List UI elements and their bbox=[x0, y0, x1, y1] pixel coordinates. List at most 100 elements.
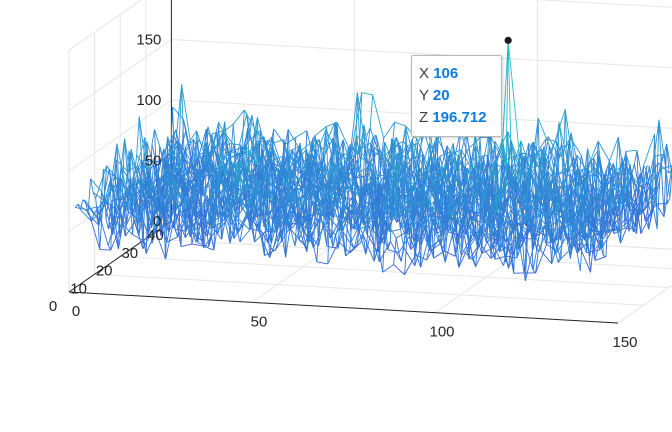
mesh-line bbox=[217, 196, 230, 234]
mesh-line bbox=[187, 201, 199, 218]
mesh-line bbox=[508, 144, 512, 164]
mesh-line bbox=[261, 231, 265, 256]
mesh-line bbox=[620, 181, 625, 216]
mesh-line bbox=[472, 260, 477, 267]
mesh-line bbox=[453, 215, 465, 228]
mesh-line bbox=[184, 207, 197, 243]
mesh-line bbox=[518, 209, 531, 221]
datatip-box[interactable]: X 106 Y 20 Z 196.712 bbox=[411, 55, 502, 137]
mesh-line bbox=[351, 241, 355, 249]
mesh-line bbox=[628, 214, 632, 232]
mesh-line bbox=[357, 189, 361, 221]
mesh-line bbox=[343, 170, 348, 182]
mesh-line bbox=[564, 187, 568, 203]
mesh-line bbox=[340, 210, 353, 232]
mesh-line bbox=[363, 124, 376, 191]
mesh-line bbox=[99, 249, 111, 251]
mesh-line bbox=[294, 205, 307, 246]
mesh-line bbox=[555, 195, 560, 211]
mesh-line bbox=[301, 140, 313, 152]
mesh-line bbox=[614, 172, 619, 203]
mesh-line bbox=[625, 201, 630, 232]
datatip-x-value: 106 bbox=[433, 65, 459, 82]
mesh-line bbox=[116, 143, 120, 203]
mesh-line bbox=[617, 172, 621, 244]
mesh-line bbox=[435, 189, 440, 201]
mesh-line bbox=[433, 220, 446, 263]
mesh-line bbox=[431, 219, 435, 227]
mesh-line bbox=[527, 204, 531, 226]
mesh-line bbox=[611, 174, 624, 200]
mesh-line bbox=[115, 189, 128, 227]
mesh-line bbox=[588, 192, 593, 217]
mesh-line bbox=[367, 127, 371, 149]
mesh-line bbox=[132, 234, 144, 242]
mesh-line bbox=[198, 216, 210, 229]
mesh-line bbox=[470, 183, 474, 218]
mesh-line bbox=[505, 255, 510, 269]
mesh-line bbox=[414, 143, 418, 172]
grid-line bbox=[94, 273, 644, 306]
mesh-line bbox=[594, 250, 598, 261]
mesh-line bbox=[325, 129, 329, 182]
mesh-line bbox=[416, 168, 420, 171]
mesh-line bbox=[255, 153, 260, 164]
mesh-line bbox=[636, 202, 640, 234]
mesh-line bbox=[317, 184, 330, 218]
mesh-line bbox=[209, 201, 213, 229]
mesh-line bbox=[648, 166, 653, 212]
mesh-line bbox=[495, 201, 508, 211]
mesh-line bbox=[643, 134, 655, 166]
mesh-line bbox=[552, 210, 564, 234]
mesh-line bbox=[148, 181, 161, 212]
mesh-line bbox=[387, 249, 399, 254]
mesh-line bbox=[435, 189, 448, 195]
mesh-line bbox=[666, 143, 672, 177]
mesh-line bbox=[295, 146, 300, 154]
mesh-line bbox=[621, 158, 634, 232]
mesh-line bbox=[243, 109, 256, 130]
mesh-line bbox=[175, 192, 179, 208]
mesh-line bbox=[412, 141, 425, 169]
mesh-line bbox=[187, 160, 200, 175]
mesh-line bbox=[120, 177, 124, 201]
mesh-line bbox=[349, 147, 362, 202]
mesh-line bbox=[115, 226, 119, 249]
mesh-line bbox=[85, 209, 90, 213]
mesh-line bbox=[511, 144, 523, 181]
mesh-line bbox=[466, 171, 470, 189]
mesh-line bbox=[255, 179, 268, 183]
mesh-line bbox=[304, 190, 317, 195]
mesh-line bbox=[106, 180, 111, 203]
mesh-line bbox=[339, 153, 344, 171]
mesh-line bbox=[343, 181, 347, 217]
mesh-line bbox=[571, 230, 584, 249]
mesh-line bbox=[439, 151, 452, 157]
mesh-line bbox=[378, 241, 391, 263]
mesh-line bbox=[493, 160, 506, 263]
mesh-line bbox=[433, 207, 438, 221]
mesh-line bbox=[329, 196, 342, 231]
mesh-line bbox=[515, 212, 528, 224]
mesh-line bbox=[138, 160, 142, 236]
mesh-line bbox=[231, 211, 235, 239]
mesh-line bbox=[458, 243, 471, 268]
mesh-line bbox=[526, 223, 539, 252]
mesh-line bbox=[386, 207, 399, 214]
mesh-line bbox=[211, 133, 216, 174]
mesh-line bbox=[404, 231, 408, 275]
mesh-line bbox=[384, 220, 389, 250]
mesh-line bbox=[536, 222, 548, 235]
mesh-line bbox=[121, 209, 125, 224]
mesh-line bbox=[417, 220, 422, 268]
mesh-line bbox=[442, 215, 455, 249]
mesh-line bbox=[152, 208, 157, 216]
mesh-line bbox=[554, 176, 567, 238]
mesh-line bbox=[143, 228, 155, 242]
mesh-line bbox=[461, 226, 466, 250]
mesh-line bbox=[457, 148, 470, 168]
mesh-line bbox=[592, 198, 597, 220]
mesh-line bbox=[599, 200, 604, 250]
mesh-line bbox=[371, 202, 384, 273]
mesh-line bbox=[580, 192, 593, 234]
